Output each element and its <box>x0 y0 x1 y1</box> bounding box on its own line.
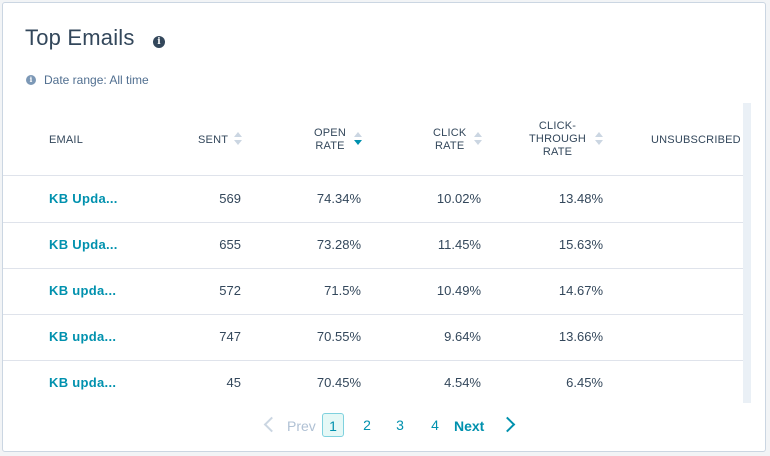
column-header-click-rate[interactable]: CLICK RATE <box>433 127 467 152</box>
page-button-4[interactable]: 4 <box>431 417 439 433</box>
click-rate-value: 11.45% <box>437 237 481 252</box>
click-rate-value: 4.54% <box>444 375 481 390</box>
ctr-value: 13.66% <box>558 329 603 344</box>
table-row: KB upda... 572 71.5% 10.49% 14.67% <box>3 268 743 315</box>
email-link[interactable]: KB Upda... <box>49 191 118 206</box>
sort-desc-icon[interactable] <box>354 132 362 146</box>
click-rate-value: 9.64% <box>444 329 481 344</box>
sort-icon[interactable] <box>595 132 603 146</box>
email-link[interactable]: KB upda... <box>49 283 117 298</box>
email-link[interactable]: KB Upda... <box>49 237 118 252</box>
prev-button: Prev <box>287 418 316 434</box>
open-rate-value: 74.34% <box>316 191 361 206</box>
column-header-open-rate[interactable]: OPEN RATE <box>314 127 346 152</box>
sent-value: 747 <box>219 329 241 344</box>
email-link[interactable]: KB upda... <box>49 375 117 390</box>
ctr-value: 6.45% <box>566 375 603 390</box>
sent-value: 569 <box>219 191 241 206</box>
card-title: Top Emails <box>25 25 135 50</box>
page-button-3[interactable]: 3 <box>396 417 404 433</box>
date-range-label: Date range: All time <box>44 73 149 87</box>
open-rate-value: 71.5% <box>324 283 361 298</box>
column-header-email: EMAIL <box>49 134 84 146</box>
ctr-value: 14.67% <box>558 283 603 298</box>
horizontal-scroll-track[interactable] <box>743 103 751 403</box>
date-range-info-icon: i <box>26 75 36 85</box>
sent-value: 45 <box>226 375 241 390</box>
top-emails-card: Top Emails i i Date range: All time EMAI… <box>2 2 766 452</box>
ctr-value: 13.48% <box>558 191 603 206</box>
column-header-sent[interactable]: SENT <box>198 134 229 146</box>
open-rate-value: 70.55% <box>316 329 361 344</box>
open-rate-value: 70.45% <box>316 375 361 390</box>
click-rate-value: 10.02% <box>436 191 481 206</box>
sort-icon[interactable] <box>474 132 482 146</box>
open-rate-value: 73.28% <box>316 237 361 252</box>
column-header-click-through-rate[interactable]: CLICK- THROUGH RATE <box>529 120 587 158</box>
next-button[interactable]: Next <box>454 418 485 434</box>
pagination: Prev 1 2 3 4 Next <box>3 413 765 439</box>
email-link[interactable]: KB upda... <box>49 329 117 344</box>
table-header: EMAIL SENT OPEN RATE CLICK RATE CLICK- T… <box>3 103 743 176</box>
page-button-1[interactable]: 1 <box>322 413 344 437</box>
sent-value: 655 <box>219 237 241 252</box>
table-row: KB upda... 747 70.55% 9.64% 13.66% <box>3 314 743 361</box>
table-row: KB Upda... 569 74.34% 10.02% 13.48% <box>3 176 743 223</box>
chevron-left-icon <box>263 416 280 433</box>
sent-value: 572 <box>219 283 241 298</box>
table-row: KB Upda... 655 73.28% 11.45% 15.63% <box>3 222 743 269</box>
sort-icon[interactable] <box>234 132 242 146</box>
chevron-right-icon[interactable] <box>499 416 516 433</box>
info-icon[interactable]: i <box>153 36 165 48</box>
ctr-value: 15.63% <box>558 237 603 252</box>
page-button-2[interactable]: 2 <box>363 417 371 433</box>
click-rate-value: 10.49% <box>436 283 481 298</box>
column-header-unsubscribed[interactable]: UNSUBSCRIBED <box>651 134 741 146</box>
table-row: KB upda... 45 70.45% 4.54% 6.45% <box>3 360 743 406</box>
